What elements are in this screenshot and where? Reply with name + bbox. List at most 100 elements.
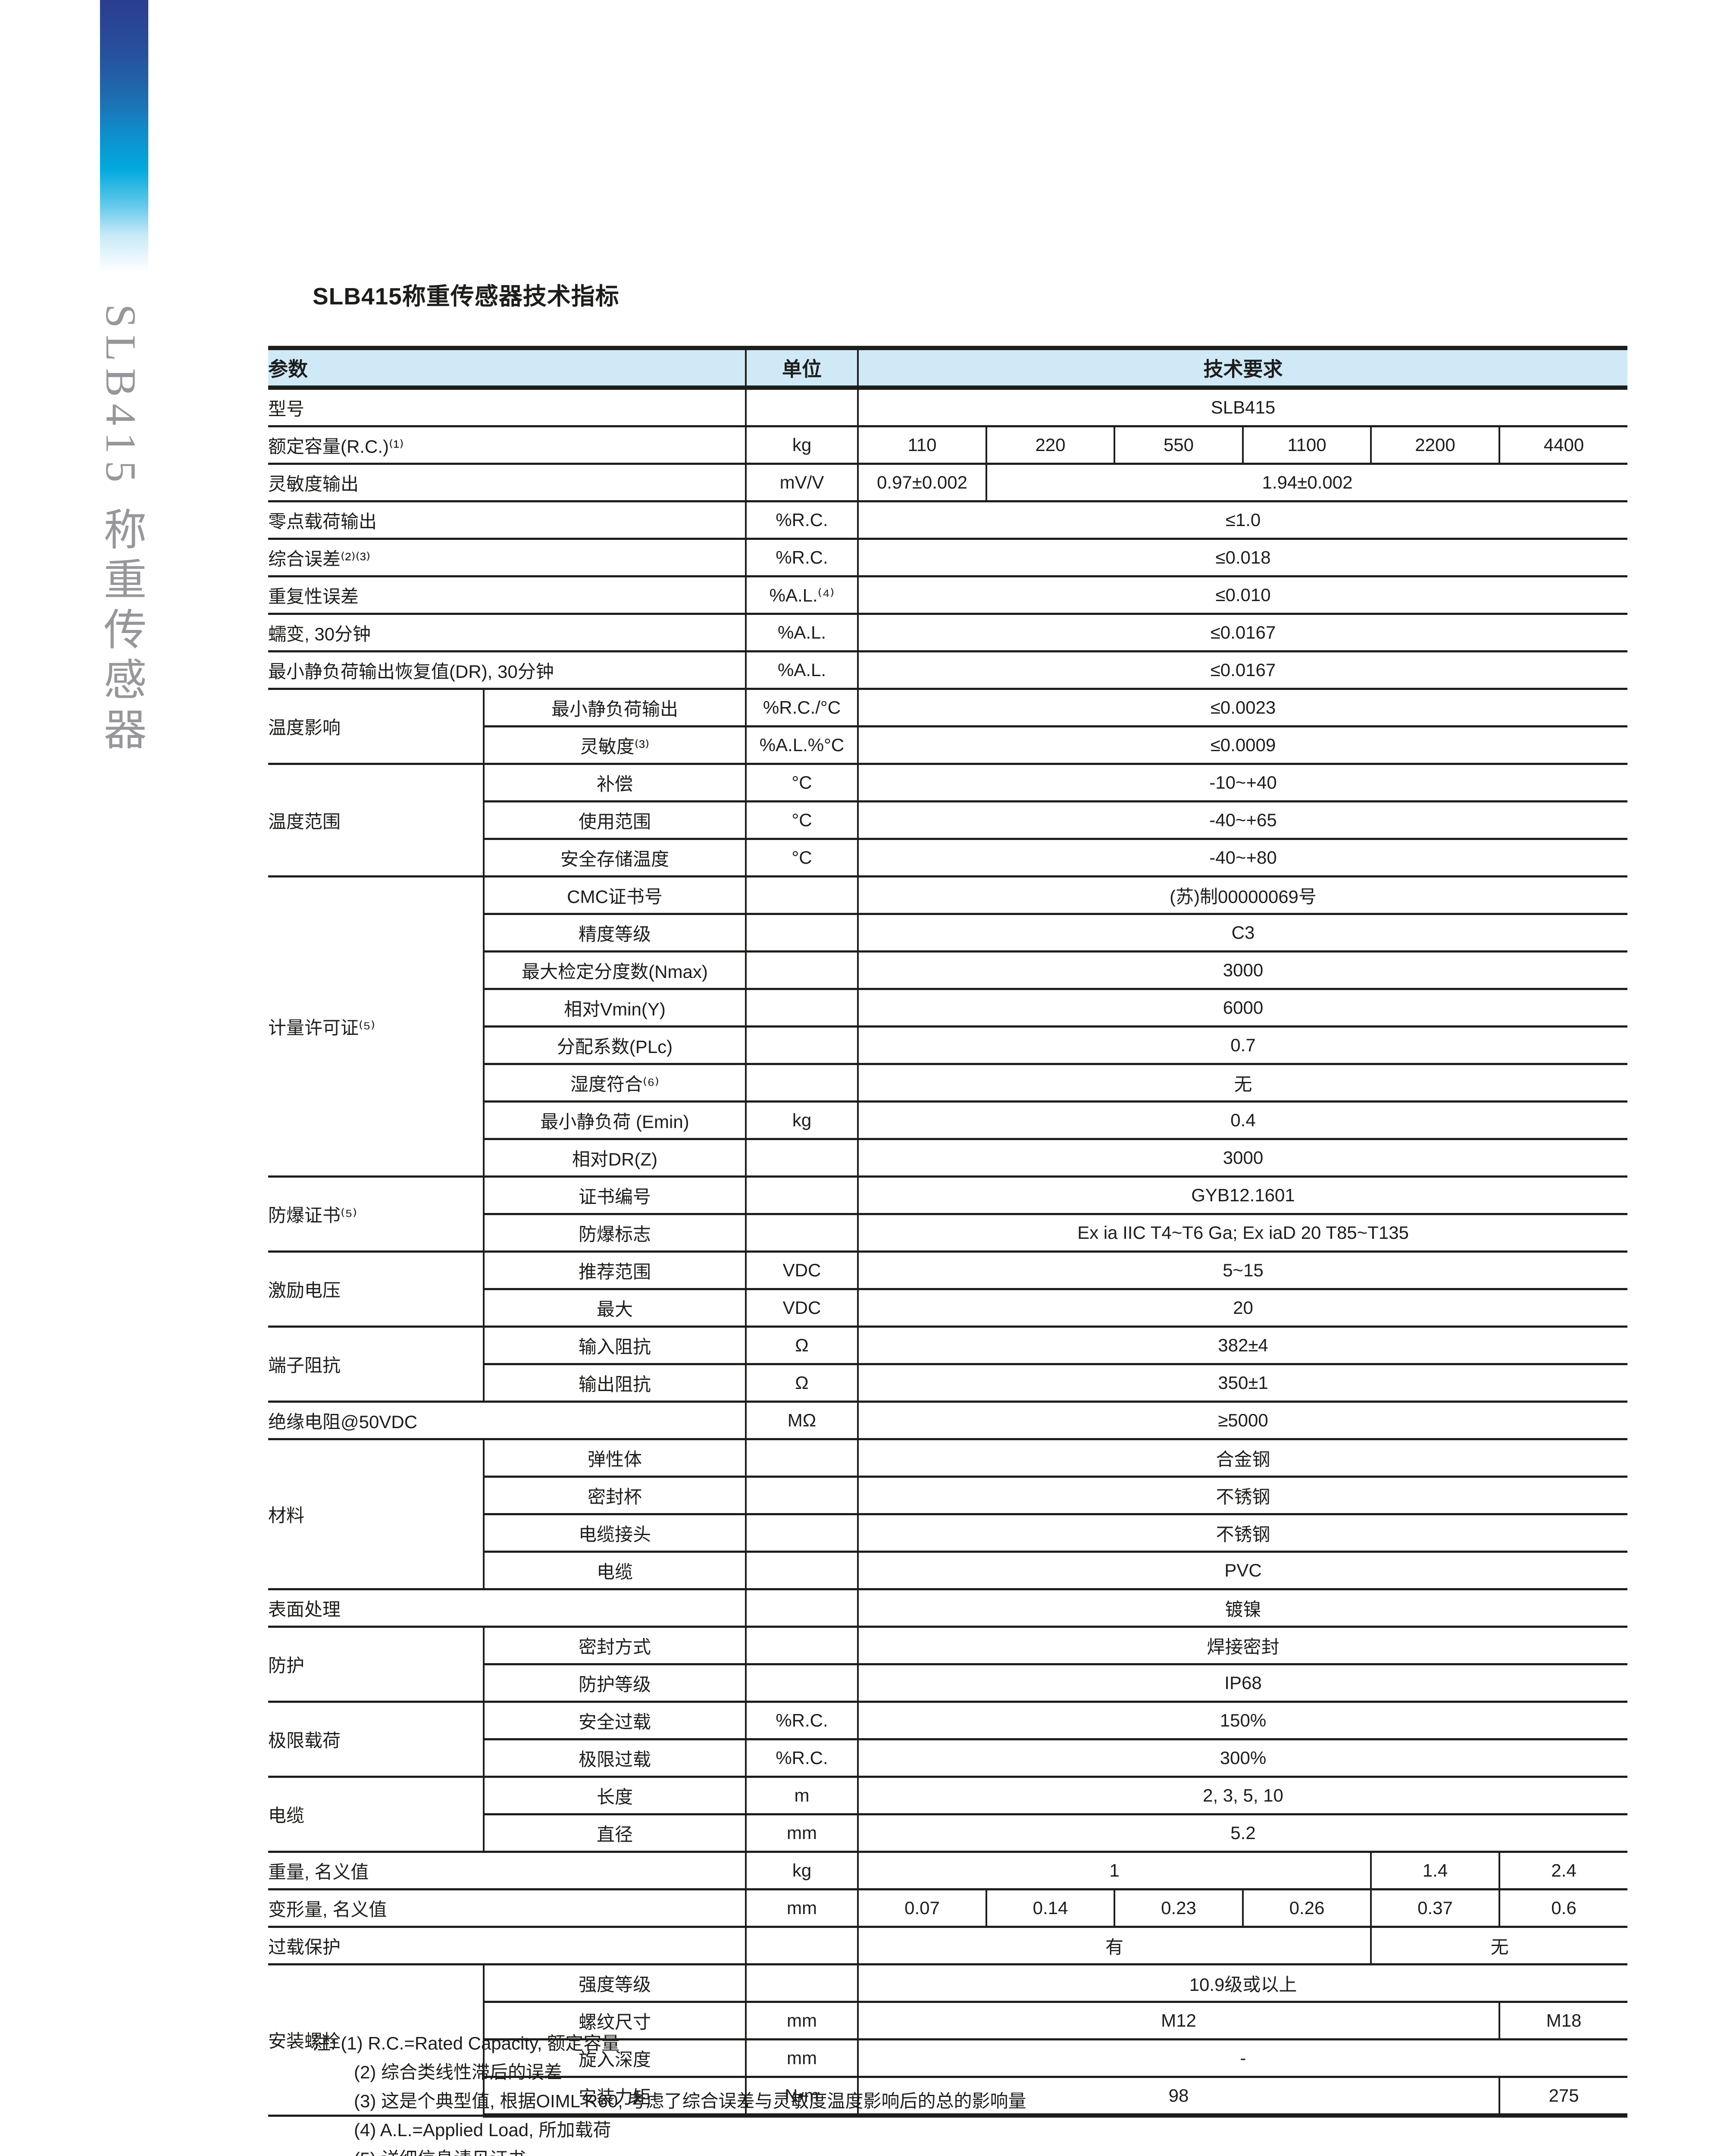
- unit-cell: [745, 1589, 859, 1628]
- unit-cell: °C: [745, 764, 859, 802]
- sub-label: 安全存储温度: [483, 839, 746, 877]
- table-row: 电缆接头 不锈钢: [268, 1514, 1627, 1553]
- table-row: 防爆标志 Ex ia IIC T4~T6 Ga; Ex iaD 20 T85~T1…: [268, 1214, 1627, 1253]
- table-row: 防护 密封方式 焊接密封: [268, 1626, 1627, 1703]
- value-cell: 2, 3, 5, 10: [857, 1777, 1627, 1815]
- value-cell: 550: [1114, 426, 1243, 465]
- unit-cell: [745, 1176, 859, 1215]
- sub-label: 密封杯: [483, 1476, 746, 1515]
- page-title: SLB415称重传感器技术指标: [313, 283, 619, 310]
- unit-cell: °C: [745, 801, 859, 840]
- value-cell: 1: [857, 1852, 1371, 1890]
- unit-cell: kg: [745, 1101, 859, 1140]
- table-row: 零点载荷输出 %R.C. ≤1.0: [268, 501, 1627, 540]
- table-row: 电缆 PVC: [268, 1551, 1627, 1590]
- group-label: 计量许可证⁽⁵⁾: [268, 876, 484, 1178]
- sub-label: 最大: [483, 1289, 746, 1328]
- value-cell: 焊接密封: [857, 1626, 1627, 1665]
- unit-cell: [745, 1626, 859, 1665]
- value-cell: 220: [986, 426, 1114, 465]
- value-cell: 10.9级或以上: [857, 1964, 1627, 2003]
- value-cell: 150%: [857, 1702, 1627, 1740]
- sub-label: 相对Vmin(Y): [483, 989, 746, 1028]
- table-row: 安装螺栓 强度等级 10.9级或以上: [268, 1964, 1627, 2117]
- value-cell: 无: [857, 1064, 1627, 1103]
- note-line: (5) 详细信息请见证书: [313, 2144, 1026, 2156]
- value-cell: 0.14: [986, 1889, 1114, 1928]
- value-cell: C3: [857, 914, 1627, 953]
- table-row: 端子阻抗 输入阻抗 Ω 382±4: [268, 1326, 1627, 1403]
- value-cell: 5.2: [857, 1814, 1627, 1853]
- unit-cell: N•m: [745, 2077, 859, 2118]
- table-row: 相对DR(Z) 3000: [268, 1139, 1627, 1178]
- value-cell: 不锈钢: [857, 1514, 1627, 1553]
- row-label: 额定容量(R.C.)⁽¹⁾: [268, 426, 746, 465]
- sub-label: 旋入深度: [483, 2039, 746, 2078]
- table-row: 最小静负荷 (Emin) kg 0.4: [268, 1101, 1627, 1140]
- table-row: 分配系数(PLc) 0.7: [268, 1026, 1627, 1065]
- unit-cell: [745, 1064, 859, 1103]
- value-cell: 0.6: [1499, 1889, 1627, 1928]
- table-row: 激励电压 推荐范围 VDC 5~15: [268, 1251, 1627, 1328]
- unit-cell: mV/V: [745, 464, 859, 502]
- value-cell: 382±4: [857, 1326, 1627, 1365]
- group-label: 温度范围: [268, 764, 484, 877]
- table-row: 重复性误差 %A.L.⁽⁴⁾ ≤0.010: [268, 576, 1627, 615]
- value-cell: 有: [857, 1927, 1371, 1965]
- table-row: 输出阻抗 Ω 350±1: [268, 1364, 1627, 1403]
- unit-cell: %A.L.: [745, 651, 859, 690]
- value-cell: ≤0.018: [857, 539, 1627, 577]
- sub-label: 输出阻抗: [483, 1364, 746, 1403]
- sub-label: 灵敏度⁽³⁾: [483, 726, 746, 765]
- table-row: 绝缘电阻@50VDC MΩ ≥5000: [268, 1401, 1627, 1440]
- sub-label: 密封方式: [483, 1626, 746, 1665]
- sub-label: 极限过载: [483, 1739, 746, 1778]
- unit-cell: %R.C./°C: [745, 689, 859, 727]
- unit-cell: °C: [745, 839, 859, 877]
- unit-cell: Ω: [745, 1326, 859, 1365]
- unit-cell: mm: [745, 2002, 859, 2040]
- note-line: (3) 这是个典型值, 根据OIML R60, 考虑了综合误差与灵敏度温度影响后…: [354, 2091, 1026, 2111]
- value-cell: 5~15: [857, 1251, 1627, 1290]
- unit-cell: [745, 1514, 859, 1553]
- table-row: 材料 弹性体 合金钢: [268, 1439, 1627, 1590]
- value-cell: ≤1.0: [857, 501, 1627, 540]
- unit-cell: %R.C.: [745, 501, 859, 540]
- unit-cell: [745, 388, 859, 427]
- unit-cell: [745, 1964, 859, 2003]
- value-cell: 300%: [857, 1739, 1627, 1778]
- value-cell: GYB12.1601: [857, 1176, 1627, 1215]
- sub-label: 长度: [483, 1777, 746, 1815]
- sidebar-gradient-bar: [100, 0, 148, 302]
- sub-label: 精度等级: [483, 914, 746, 953]
- sub-label: CMC证书号: [483, 876, 746, 915]
- table-row: 额定容量(R.C.)⁽¹⁾ kg 110 220 550 1100 2200 4400: [268, 426, 1627, 465]
- note-line: (4) A.L.=Applied Load, 所加载荷: [354, 2120, 611, 2140]
- unit-cell: [745, 951, 859, 990]
- table-row: 蠕变, 30分钟 %A.L. ≤0.0167: [268, 614, 1627, 652]
- unit-cell: mm: [745, 1889, 859, 1928]
- table-row: 温度影响 最小静负荷输出 %R.C./°C ≤0.0023: [268, 689, 1627, 765]
- sidebar-vertical-label: SLB415 称重传感器: [97, 304, 145, 757]
- unit-cell: [745, 1026, 859, 1065]
- sub-label: 相对DR(Z): [483, 1139, 746, 1178]
- value-cell: ≥5000: [857, 1401, 1627, 1440]
- value-cell: 0.4: [857, 1101, 1627, 1140]
- sub-label: 输入阻抗: [483, 1326, 746, 1365]
- row-label: 重量, 名义值: [268, 1852, 746, 1890]
- sub-label: 证书编号: [483, 1176, 746, 1215]
- value-cell: 4400: [1499, 426, 1627, 465]
- table-row: 灵敏度输出 mV/V 0.97±0.002 1.94±0.002: [268, 464, 1627, 502]
- value-cell: 镀镍: [857, 1589, 1627, 1628]
- row-label: 变形量, 名义值: [268, 1889, 746, 1928]
- unit-cell: %R.C.: [745, 1702, 859, 1740]
- value-cell: SLB415: [857, 388, 1627, 427]
- sub-label: 补偿: [483, 764, 746, 802]
- table-row: 使用范围 °C -40~+65: [268, 801, 1627, 840]
- sub-label: 防护等级: [483, 1664, 746, 1703]
- value-cell: ≤0.0167: [857, 651, 1627, 690]
- header-requirement: 技术要求: [858, 346, 1627, 390]
- table-row: 湿度符合⁽⁶⁾ 无: [268, 1064, 1627, 1103]
- note-line: (2) 综合类线性滞后的误差: [354, 2062, 563, 2082]
- sub-label: 最大检定分度数(Nmax): [483, 951, 746, 990]
